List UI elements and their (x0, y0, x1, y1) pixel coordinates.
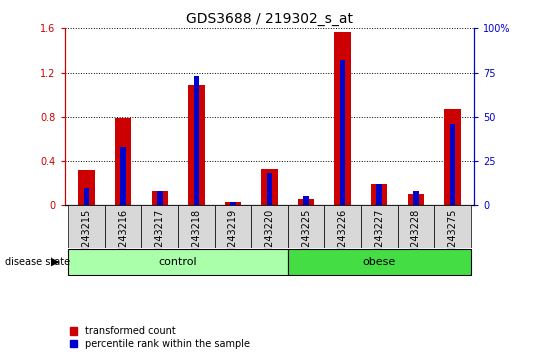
Text: GSM243219: GSM243219 (228, 209, 238, 268)
Text: control: control (159, 257, 197, 267)
Bar (251, 205, 288, 248)
Text: obese: obese (363, 257, 396, 267)
Bar (120, 147, 126, 205)
Bar (434, 205, 471, 248)
Bar (303, 196, 309, 205)
Text: GSM243218: GSM243218 (191, 209, 202, 268)
Bar (78, 170, 95, 205)
Bar (225, 202, 241, 205)
Bar (267, 173, 272, 205)
Bar (324, 205, 361, 248)
Title: GDS3688 / 219302_s_at: GDS3688 / 219302_s_at (186, 12, 353, 26)
Bar (188, 85, 205, 205)
Bar (407, 194, 424, 205)
Bar (413, 191, 419, 205)
Bar (157, 191, 163, 205)
Text: GSM243220: GSM243220 (265, 209, 274, 268)
Text: GSM243225: GSM243225 (301, 209, 311, 268)
Bar (450, 124, 455, 205)
Bar (141, 205, 178, 248)
Text: GSM243217: GSM243217 (155, 209, 165, 268)
Bar (398, 205, 434, 248)
Text: GSM243215: GSM243215 (81, 209, 92, 268)
Text: GSM243228: GSM243228 (411, 209, 421, 268)
Text: GSM243227: GSM243227 (374, 209, 384, 268)
Bar (288, 205, 324, 248)
Bar (261, 169, 278, 205)
Legend: transformed count, percentile rank within the sample: transformed count, percentile rank withi… (70, 326, 250, 349)
Bar (151, 191, 168, 205)
Bar (105, 205, 141, 248)
Bar (178, 205, 215, 248)
Text: GSM243216: GSM243216 (118, 209, 128, 268)
Bar (194, 76, 199, 205)
Bar (361, 205, 398, 248)
Text: ▶: ▶ (51, 257, 60, 267)
Bar (288, 249, 471, 275)
Bar (340, 60, 345, 205)
Bar (68, 249, 288, 275)
Bar (371, 184, 388, 205)
Bar (68, 205, 105, 248)
Bar (376, 184, 382, 205)
Bar (334, 32, 351, 205)
Bar (444, 109, 461, 205)
Bar (230, 202, 236, 205)
Bar (84, 188, 89, 205)
Text: disease state: disease state (5, 257, 71, 267)
Bar (115, 118, 132, 205)
Text: GSM243275: GSM243275 (447, 209, 458, 268)
Bar (298, 199, 314, 205)
Bar (215, 205, 251, 248)
Text: GSM243226: GSM243226 (337, 209, 348, 268)
